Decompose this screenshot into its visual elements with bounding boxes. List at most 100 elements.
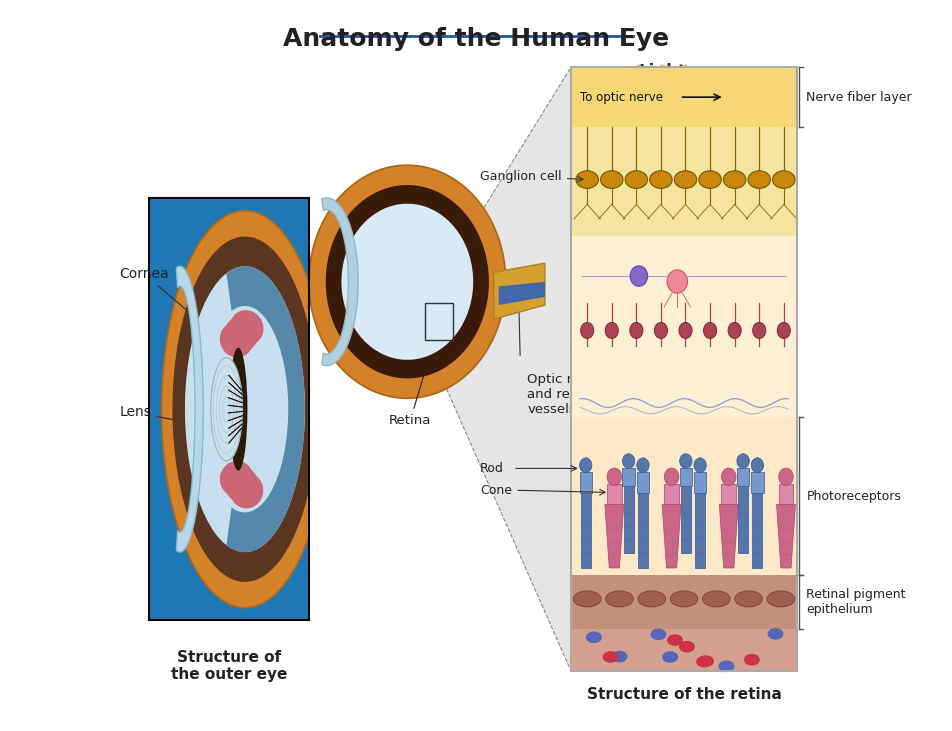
- Ellipse shape: [637, 591, 664, 607]
- Ellipse shape: [721, 468, 735, 485]
- Bar: [637, 493, 647, 568]
- Bar: [606, 484, 621, 504]
- Bar: [679, 468, 691, 486]
- Ellipse shape: [225, 467, 258, 502]
- Ellipse shape: [662, 651, 678, 663]
- Polygon shape: [308, 165, 506, 398]
- Ellipse shape: [718, 660, 734, 672]
- Ellipse shape: [573, 591, 601, 607]
- Bar: [751, 493, 762, 568]
- Ellipse shape: [585, 632, 602, 643]
- Text: Cone: Cone: [480, 484, 511, 497]
- Ellipse shape: [674, 171, 696, 189]
- Ellipse shape: [580, 322, 593, 338]
- Ellipse shape: [772, 171, 794, 189]
- Ellipse shape: [636, 458, 648, 472]
- Text: Light: Light: [638, 64, 685, 81]
- Polygon shape: [318, 385, 325, 433]
- Text: Structure of the retina: Structure of the retina: [586, 687, 781, 702]
- Ellipse shape: [602, 651, 618, 663]
- Bar: [149, 198, 308, 621]
- Ellipse shape: [611, 651, 626, 662]
- Ellipse shape: [734, 591, 762, 607]
- Text: Cornea: Cornea: [120, 267, 203, 324]
- Ellipse shape: [664, 468, 678, 485]
- Ellipse shape: [625, 171, 646, 189]
- Bar: [579, 472, 591, 493]
- Bar: [570, 236, 796, 417]
- Ellipse shape: [766, 628, 783, 640]
- Text: Ganglion cell: Ganglion cell: [480, 170, 583, 183]
- Ellipse shape: [698, 171, 721, 189]
- Bar: [570, 417, 796, 575]
- Bar: [149, 198, 308, 621]
- Ellipse shape: [605, 322, 618, 338]
- Ellipse shape: [678, 322, 691, 338]
- Ellipse shape: [747, 171, 769, 189]
- Polygon shape: [425, 67, 570, 671]
- Bar: [570, 67, 796, 127]
- Polygon shape: [776, 504, 795, 568]
- Polygon shape: [498, 281, 545, 305]
- Ellipse shape: [210, 357, 242, 461]
- Polygon shape: [493, 263, 545, 319]
- Ellipse shape: [622, 454, 634, 469]
- Bar: [736, 468, 748, 486]
- Ellipse shape: [750, 458, 763, 472]
- Ellipse shape: [702, 591, 729, 607]
- Ellipse shape: [605, 591, 633, 607]
- Ellipse shape: [629, 266, 647, 287]
- Ellipse shape: [649, 171, 671, 189]
- Ellipse shape: [654, 322, 666, 338]
- Ellipse shape: [703, 322, 716, 338]
- Polygon shape: [719, 504, 738, 568]
- Text: Photoreceptors: Photoreceptors: [805, 490, 901, 503]
- Text: Lens: Lens: [120, 406, 220, 428]
- Polygon shape: [185, 266, 305, 552]
- Bar: [425, 303, 452, 340]
- Text: Optic nerve
and retinal
vessels: Optic nerve and retinal vessels: [526, 373, 605, 416]
- Bar: [570, 67, 796, 671]
- Bar: [580, 493, 590, 568]
- Text: To optic nerve: To optic nerve: [580, 91, 663, 104]
- Bar: [778, 484, 792, 504]
- Bar: [664, 484, 678, 504]
- Ellipse shape: [678, 641, 694, 653]
- Text: Nerve fiber layer: Nerve fiber layer: [805, 91, 911, 104]
- Polygon shape: [326, 185, 488, 379]
- Ellipse shape: [579, 458, 591, 472]
- Ellipse shape: [666, 270, 686, 293]
- Bar: [623, 486, 633, 553]
- Bar: [570, 575, 796, 629]
- Text: Structure of
the outer eye: Structure of the outer eye: [170, 650, 287, 682]
- Polygon shape: [176, 266, 203, 552]
- Ellipse shape: [229, 473, 263, 509]
- Ellipse shape: [229, 310, 263, 346]
- Ellipse shape: [766, 591, 794, 607]
- Ellipse shape: [228, 348, 248, 471]
- Bar: [636, 472, 648, 493]
- Ellipse shape: [679, 454, 691, 469]
- Ellipse shape: [752, 322, 765, 338]
- Bar: [721, 484, 735, 504]
- Ellipse shape: [606, 468, 621, 485]
- Polygon shape: [662, 504, 681, 568]
- Polygon shape: [172, 237, 317, 582]
- Polygon shape: [322, 198, 358, 366]
- Text: Retina: Retina: [388, 346, 432, 427]
- Ellipse shape: [778, 468, 792, 485]
- Ellipse shape: [225, 316, 258, 352]
- Polygon shape: [605, 504, 624, 568]
- Bar: [737, 486, 747, 553]
- Ellipse shape: [629, 322, 643, 338]
- Ellipse shape: [744, 654, 759, 665]
- Ellipse shape: [600, 171, 623, 189]
- Ellipse shape: [727, 322, 741, 338]
- Ellipse shape: [693, 458, 705, 472]
- Text: Retinal pigment
epithelium: Retinal pigment epithelium: [805, 588, 905, 616]
- Bar: [680, 486, 690, 553]
- Ellipse shape: [723, 171, 745, 189]
- Bar: [570, 629, 796, 671]
- Ellipse shape: [220, 461, 253, 496]
- Ellipse shape: [575, 171, 598, 189]
